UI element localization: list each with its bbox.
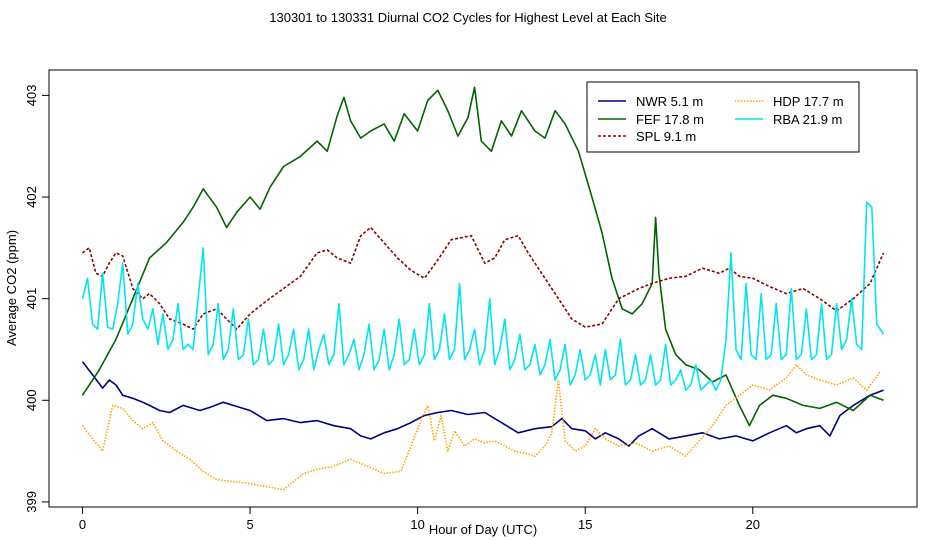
plot-frame [48,69,918,508]
legend-entry-label: NWR 5.1 m [636,94,703,109]
chart-title: 130301 to 130331 Diurnal CO2 Cycles for … [269,10,666,25]
series-line-spl [82,226,885,331]
x-tick-label: 15 [578,517,592,532]
legend-entry-label: FEF 17.8 m [636,112,704,127]
y-tick-label: 403 [24,85,39,107]
x-tick-label: 20 [746,517,760,532]
x-tick-label: 5 [246,517,253,532]
series-line-rba [81,201,885,391]
series-line-nwr [81,361,884,447]
y-tick-label: 401 [24,288,39,310]
legend: NWR 5.1 m FEF 17.8 m SPL 9.1 m HDP 17.7 m RB… [586,81,860,153]
series-layer [81,86,885,491]
y-tick-label: 402 [24,186,39,208]
legend-box [586,81,860,153]
y-tick-label: 399 [24,491,39,513]
x-tick-label: 10 [410,517,424,532]
x-axis-label: Hour of Day (UTC) [429,522,537,537]
x-axis: 0 5 10 15 20 [79,507,760,532]
x-tick-label: 0 [79,517,86,532]
legend-entry-label: RBA 21.9 m [773,112,842,127]
series-line-fef [81,86,884,427]
y-tick-label: 400 [24,389,39,411]
y-axis: 399 400 401 402 403 [24,85,49,513]
y-axis-label: Average CO2 (ppm) [4,230,19,346]
series-line-hdp [81,363,881,491]
legend-entry-label: SPL 9.1 m [636,129,696,144]
legend-entry-label: HDP 17.7 m [773,94,844,109]
